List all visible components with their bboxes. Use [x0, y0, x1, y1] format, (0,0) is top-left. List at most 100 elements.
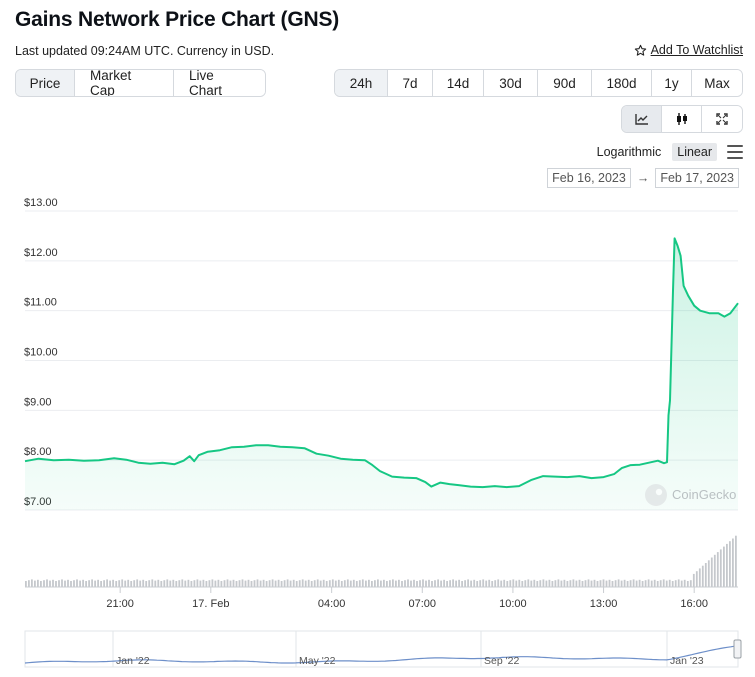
volume-bar — [109, 580, 111, 587]
menu-icon[interactable] — [727, 145, 743, 159]
volume-bar — [274, 580, 277, 587]
volume-bar — [46, 579, 48, 587]
volume-bar — [31, 579, 33, 587]
volume-bar — [214, 580, 217, 587]
volume-bar — [422, 579, 424, 587]
volume-bar — [557, 579, 560, 587]
add-to-watchlist-link[interactable]: Add To Watchlist — [634, 43, 743, 57]
x-tick-label: 10:00 — [499, 598, 527, 610]
volume-bar — [581, 581, 584, 587]
range-1y[interactable]: 1y — [652, 70, 692, 96]
range-30d[interactable]: 30d — [484, 70, 538, 96]
volume-bar — [100, 581, 102, 587]
candlestick-button[interactable] — [662, 106, 702, 132]
volume-bar — [425, 580, 427, 587]
volume-bar — [193, 580, 196, 587]
volume-bar — [292, 579, 295, 587]
range-24h[interactable]: 24h — [335, 70, 388, 96]
navigator-handle[interactable] — [733, 639, 742, 659]
volume-bar — [566, 581, 569, 587]
volume-bar — [151, 579, 154, 587]
volume-bar — [368, 579, 370, 587]
volume-bar — [202, 579, 205, 587]
range-14d[interactable]: 14d — [433, 70, 484, 96]
range-180d[interactable]: 180d — [592, 70, 652, 96]
volume-bar — [410, 580, 412, 587]
volume-bar — [716, 552, 719, 587]
chart-type-selector — [621, 105, 743, 133]
volume-bar — [572, 579, 575, 587]
volume-bar — [395, 580, 397, 587]
volume-bar — [208, 580, 211, 587]
volume-bar — [160, 581, 163, 587]
volume-bar — [701, 565, 704, 587]
volume-bar — [325, 581, 328, 587]
volume-bar — [383, 579, 385, 587]
volume-bar — [713, 554, 716, 587]
volume-bar — [551, 581, 554, 587]
x-axis-labels: 21:00 17. Feb 04:00 07:00 10:00 13:00 16:00 — [106, 587, 708, 610]
tab-price[interactable]: Price — [16, 70, 75, 96]
volume-bar — [671, 581, 674, 587]
tab-live-chart[interactable]: Live Chart — [174, 70, 265, 96]
y-tick-label: $11.00 — [24, 297, 57, 309]
fullscreen-button[interactable] — [702, 106, 742, 132]
volume-bars — [25, 535, 737, 587]
line-chart-button[interactable] — [622, 106, 662, 132]
volume-bar — [431, 581, 433, 587]
scale-linear[interactable]: Linear — [672, 143, 717, 161]
volume-bar — [163, 580, 166, 587]
volume-bar — [455, 580, 457, 587]
volume-bar — [34, 580, 36, 587]
volume-bar — [726, 543, 728, 587]
date-range: Feb 16, 2023 → Feb 17, 2023 — [547, 168, 739, 188]
volume-bar — [232, 579, 235, 587]
volume-bar — [386, 581, 388, 587]
volume-bar — [118, 580, 121, 587]
scale-logarithmic[interactable]: Logarithmic — [596, 145, 662, 159]
range-7d[interactable]: 7d — [388, 70, 433, 96]
volume-bar — [37, 579, 39, 587]
volume-bar — [76, 579, 78, 587]
volume-bar — [247, 579, 250, 587]
volume-bar — [515, 580, 518, 587]
volume-bar — [380, 580, 382, 587]
volume-bar — [467, 579, 469, 587]
volume-bar — [226, 579, 229, 587]
navigator-label: Jan '23 — [670, 655, 704, 667]
volume-bar — [346, 579, 349, 587]
volume-bar — [343, 580, 346, 587]
star-icon — [634, 44, 646, 56]
volume-bar — [614, 580, 617, 587]
navigator-labels: Jan '22 May '22 Sep '22 Jan '23 — [116, 655, 704, 667]
volume-bar — [262, 579, 265, 587]
volume-bar — [689, 580, 692, 587]
volume-bar — [686, 581, 689, 587]
volume-bar — [437, 579, 439, 587]
volume-bar — [169, 580, 172, 587]
volume-bar — [638, 579, 641, 587]
volume-bar — [67, 579, 69, 587]
volume-bar — [172, 579, 175, 587]
volume-bar — [413, 579, 415, 587]
volume-bar — [530, 580, 533, 587]
range-max[interactable]: Max — [692, 70, 742, 96]
volume-bar — [524, 580, 527, 587]
volume-bar — [590, 580, 593, 587]
volume-bar — [446, 581, 448, 587]
range-90d[interactable]: 90d — [538, 70, 592, 96]
volume-bar — [464, 580, 466, 587]
volume-bar — [295, 581, 298, 587]
range-navigator[interactable]: Jan '22 May '22 Sep '22 Jan '23 — [0, 628, 755, 673]
volume-bar — [698, 568, 701, 587]
price-chart[interactable]: $7.00$8.00$9.00$10.00$11.00$12.00$13.00 … — [0, 195, 755, 615]
volume-bar — [560, 580, 563, 587]
volume-bar — [229, 580, 232, 587]
volume-bar — [692, 573, 695, 587]
date-to-input[interactable]: Feb 17, 2023 — [655, 168, 739, 188]
volume-bar — [704, 563, 707, 587]
date-from-input[interactable]: Feb 16, 2023 — [547, 168, 631, 188]
volume-bar — [680, 580, 683, 587]
tab-market-cap[interactable]: Market Cap — [75, 70, 174, 96]
volume-bar — [28, 580, 30, 587]
